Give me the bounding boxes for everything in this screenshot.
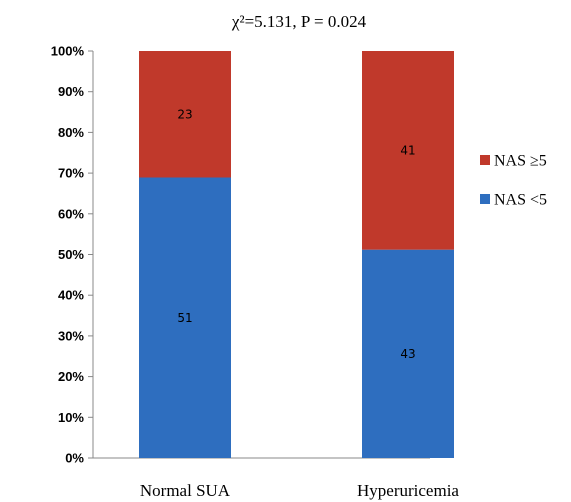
legend-label: NAS <5 bbox=[494, 192, 547, 209]
y-tick-label: 90% bbox=[58, 84, 84, 99]
y-tick-label: 0% bbox=[65, 451, 84, 466]
data-label: 43 bbox=[400, 347, 415, 361]
axes-group: 0% 10% 20% 30% 40% 50% 60% 70% 80% 90% 100% Normal … bbox=[51, 44, 460, 501]
data-label: 51 bbox=[177, 311, 192, 325]
bar-segment bbox=[139, 177, 231, 458]
y-tick-label: 20% bbox=[58, 369, 84, 384]
y-tick-label: 30% bbox=[58, 328, 84, 343]
x-tick-label: Hyperuricemia bbox=[357, 481, 459, 500]
y-tick-label: 80% bbox=[58, 125, 84, 140]
bars-group: 51 23 43 41 bbox=[139, 51, 454, 458]
legend-swatch bbox=[480, 155, 490, 165]
legend-label: NAS ≥5 bbox=[494, 153, 547, 170]
y-tick-label: 50% bbox=[58, 247, 84, 262]
data-label: 41 bbox=[400, 143, 415, 157]
x-tick-label: Normal SUA bbox=[140, 481, 231, 500]
legend: NAS ≥5 NAS <5 bbox=[480, 153, 547, 209]
bar-segment bbox=[139, 51, 231, 178]
legend-swatch bbox=[480, 194, 490, 204]
y-tick-label: 40% bbox=[58, 288, 84, 303]
bar-segment bbox=[362, 51, 454, 250]
bar-segment bbox=[362, 249, 454, 458]
chart-title: χ²=5.131, P = 0.024 bbox=[231, 12, 367, 31]
data-label: 23 bbox=[177, 107, 192, 121]
y-tick-label: 100% bbox=[51, 44, 85, 59]
y-tick-label: 60% bbox=[58, 206, 84, 221]
y-tick-label: 70% bbox=[58, 166, 84, 181]
y-tick-label: 10% bbox=[58, 410, 84, 425]
